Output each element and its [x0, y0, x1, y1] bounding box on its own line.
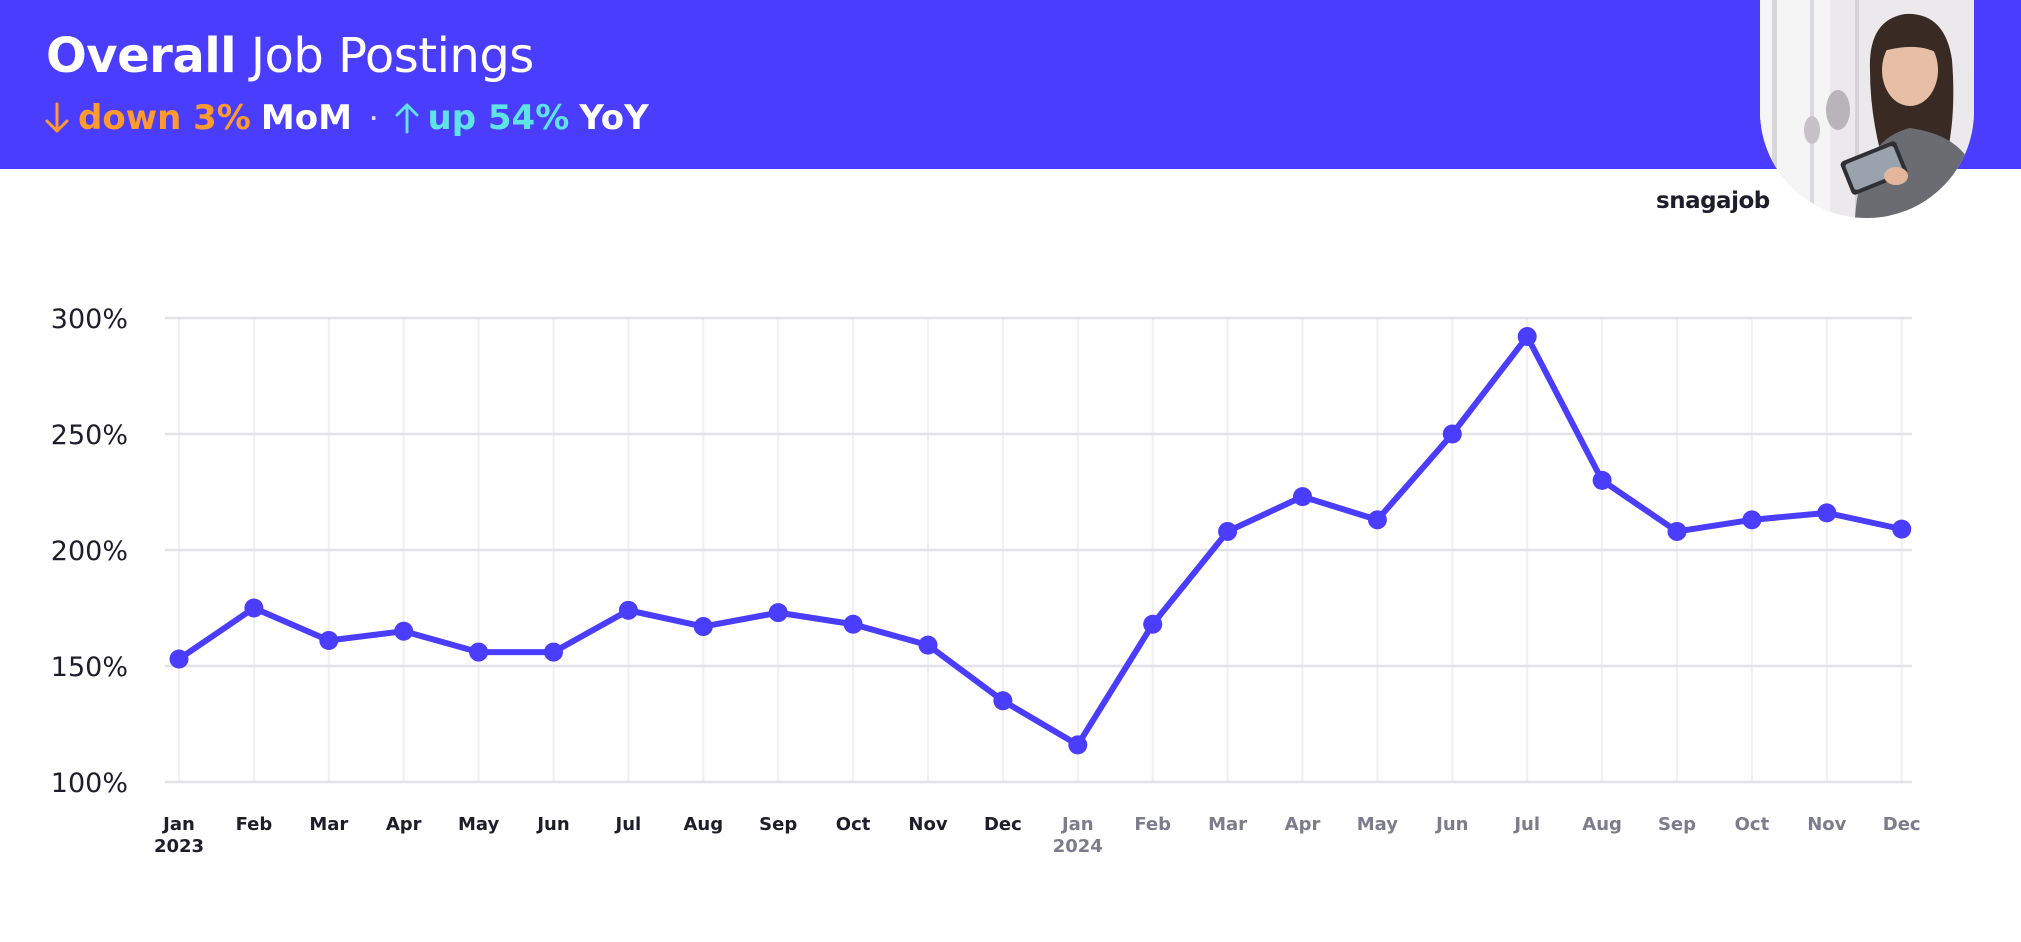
y-tick-label: 100% [51, 768, 128, 799]
brand-logo: snagajob [1656, 188, 1770, 214]
y-tick-label: 200% [51, 536, 128, 567]
mom-change: down 3% [78, 98, 251, 138]
x-tick-label: Sep [1658, 814, 1696, 835]
x-tick-label: Feb [236, 814, 273, 835]
x-tick-label: Jan [1060, 814, 1094, 835]
data-point [1068, 735, 1088, 755]
x-tick-label: May [458, 814, 500, 835]
data-point [1143, 614, 1163, 634]
x-axis-labels: Jan Feb Mar Apr May Jun Jul Aug Sep Oct Nov Dec Jan F… [154, 814, 1921, 857]
x-tick-label: Dec [1883, 814, 1921, 835]
x-tick-label: Mar [309, 814, 348, 835]
x-tick-label: Jun [1434, 814, 1468, 835]
y-tick-label: 150% [51, 652, 128, 683]
title-bold: Overall [46, 28, 237, 84]
yoy-period: YoY [579, 98, 649, 138]
data-point [169, 649, 189, 669]
data-point [768, 603, 788, 623]
data-point [918, 635, 938, 655]
data-point [319, 630, 339, 650]
x-tick-label: Nov [1807, 814, 1846, 835]
yoy-change: up 54% [427, 98, 570, 138]
y-axis-labels: 100% 150% 200% 250% 300% [51, 304, 128, 799]
arrow-down-icon [45, 102, 69, 133]
x-tick-label: Oct [1735, 814, 1770, 835]
x-year-label: 2024 [1053, 836, 1103, 857]
x-tick-label: Sep [759, 814, 797, 835]
page-title: Overall Job Postings [46, 28, 534, 84]
x-tick-label: May [1357, 814, 1399, 835]
y-tick-label: 300% [51, 304, 128, 335]
data-point [1293, 487, 1312, 507]
mom-period: MoM [260, 98, 352, 138]
chart-grid [165, 316, 1912, 784]
y-tick-label: 250% [51, 420, 128, 451]
x-tick-label: Apr [1285, 814, 1321, 835]
series-line [176, 333, 1905, 748]
x-tick-label: Jul [614, 814, 642, 835]
data-point [1817, 503, 1837, 523]
arrow-up-icon [395, 103, 419, 134]
data-point [1892, 519, 1912, 539]
series-job-postings [169, 327, 1912, 755]
data-point [693, 617, 713, 637]
data-point [244, 598, 264, 618]
x-tick-label: Aug [683, 814, 723, 835]
x-tick-label: Apr [386, 814, 422, 835]
stats-row: down 3% MoM · up 54% YoY [44, 98, 649, 138]
x-tick-label: Aug [1582, 814, 1622, 835]
x-tick-label: Oct [836, 814, 871, 835]
x-tick-label: Feb [1134, 814, 1171, 835]
data-point [544, 642, 563, 662]
data-point [394, 621, 414, 641]
data-point [1367, 510, 1387, 530]
x-tick-label: Jul [1512, 814, 1540, 835]
data-point [1742, 510, 1762, 530]
header-banner: Overall Job Postings down 3% MoM · up 54… [0, 0, 2021, 169]
data-point [993, 691, 1013, 711]
title-light: Job Postings [250, 28, 534, 84]
data-point [1218, 521, 1238, 541]
x-year-label: 2023 [154, 836, 204, 857]
data-point [618, 600, 638, 620]
data-point [469, 642, 489, 662]
data-point [843, 614, 863, 634]
data-point [1442, 424, 1462, 444]
data-point [1667, 521, 1687, 541]
x-tick-label: Jun [535, 814, 569, 835]
data-point [1517, 327, 1537, 347]
data-point [1592, 470, 1612, 490]
x-tick-label: Nov [908, 814, 947, 835]
x-tick-label: Mar [1208, 814, 1247, 835]
x-tick-label: Dec [984, 814, 1022, 835]
x-tick-label: Jan [161, 814, 195, 835]
stats-separator: · [369, 106, 378, 130]
